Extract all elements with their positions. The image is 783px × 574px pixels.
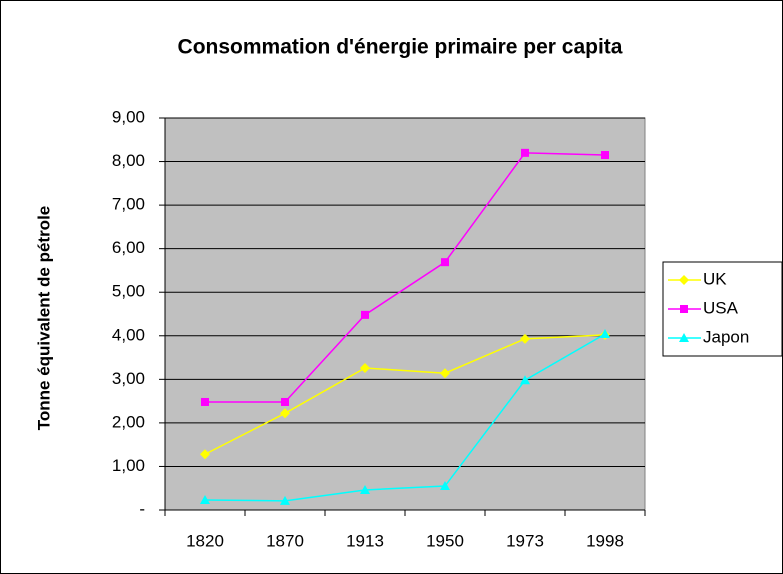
marker — [600, 329, 610, 339]
marker — [601, 151, 609, 160]
y-tick-label: 7,00 — [112, 195, 145, 214]
y-axis-label: Tonne équivalent de pétrole — [34, 206, 53, 431]
y-tick-label: 8,00 — [112, 151, 145, 170]
y-tick-label: 2,00 — [112, 412, 145, 431]
x-tick-label: 1870 — [266, 531, 304, 550]
series-line — [204, 333, 606, 502]
marker — [200, 449, 210, 460]
marker — [521, 148, 529, 157]
marker — [200, 494, 210, 504]
plot-area — [164, 117, 646, 511]
marker — [440, 481, 450, 491]
marker — [520, 375, 530, 385]
marker — [679, 333, 689, 342]
y-tick-label: 4,00 — [112, 325, 145, 344]
chart-title: Consommation d'énergie primaire per capi… — [178, 36, 623, 59]
marker — [360, 363, 370, 374]
marker — [441, 258, 449, 267]
y-tick-label: - — [139, 499, 145, 518]
marker — [280, 408, 290, 419]
marker — [680, 305, 688, 313]
marker — [520, 333, 530, 344]
x-tick-label: 1820 — [186, 531, 224, 550]
legend-label: UK — [703, 269, 727, 288]
marker — [440, 368, 450, 379]
y-tick-label: 1,00 — [112, 456, 145, 475]
marker — [361, 310, 369, 319]
legend-label: USA — [703, 298, 739, 317]
x-tick-label: 1998 — [586, 531, 624, 550]
marker — [280, 495, 290, 505]
y-tick-label: 3,00 — [112, 369, 145, 388]
marker — [281, 397, 289, 406]
series-line — [204, 334, 606, 455]
series-line — [205, 152, 606, 403]
y-tick-label: 5,00 — [112, 282, 145, 301]
legend-label: Japon — [703, 327, 749, 346]
y-tick-label: 6,00 — [112, 238, 145, 257]
y-tick-label: 9,00 — [112, 107, 145, 126]
marker — [360, 484, 370, 494]
x-tick-label: 1973 — [506, 531, 544, 550]
x-tick-label: 1913 — [346, 531, 384, 550]
marker — [679, 275, 689, 285]
x-tick-label: 1950 — [426, 531, 464, 550]
marker — [201, 397, 209, 406]
